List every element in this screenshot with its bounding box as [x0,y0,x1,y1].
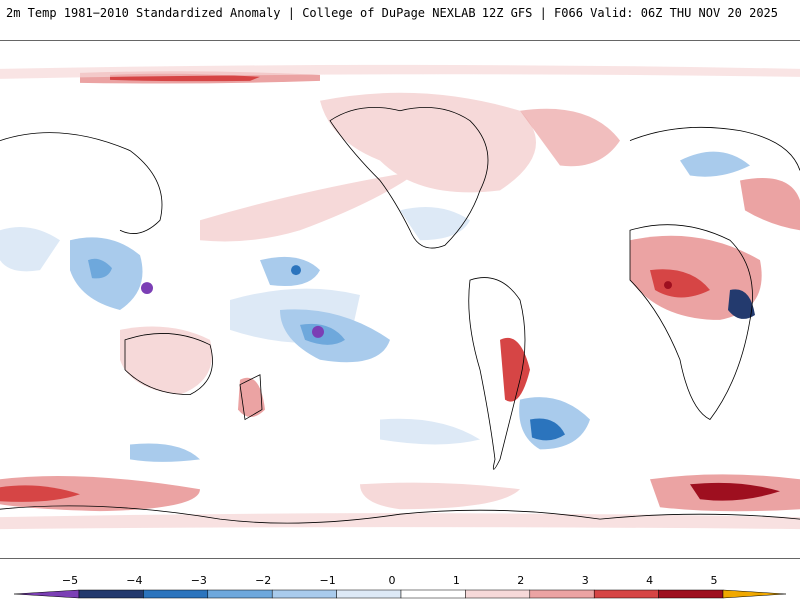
colorbar-tick-label: 3 [582,574,589,587]
colorbar-tick-label: −1 [319,574,335,587]
colorbar-tick-label: 4 [646,574,653,587]
colorbar-below-min [13,589,80,599]
colorbar-tick-label: 5 [711,574,718,587]
colorbar-tick-label: −3 [191,574,207,587]
colorbar-tick-label: −5 [62,574,78,587]
color-scale-legend: −5 −4 −3 −2 −1 0 1 2 3 4 5 [13,574,787,599]
anomaly-map[interactable] [0,40,800,559]
map-title: 2m Temp 1981−2010 Standardized Anomaly |… [6,6,476,20]
colorbar-segment [271,589,337,599]
colorbar-tick-label: 1 [453,574,460,587]
antarctic-warm-left [0,475,200,512]
colorbar-segment [400,589,466,599]
colorbar-segment [207,589,273,599]
colorbar-segment [529,589,595,599]
colorbar-tick-label: 0 [389,574,396,587]
model-valid-time: 12Z GFS | F066 Valid: 06Z THU NOV 20 202… [481,6,778,20]
coastlines [0,107,800,524]
colorbar-tick-label: −2 [255,574,271,587]
colorbar-segment [593,589,659,599]
colorbar-above-max [722,589,787,599]
colorbar-segment [658,589,724,599]
colorbar-tick-label: −4 [126,574,142,587]
colorbar-tick-label: 2 [517,574,524,587]
colorbar-segment [465,589,531,599]
colorbar-segment [78,589,144,599]
colorbar-segment [143,589,209,599]
colorbar-segment [336,589,402,599]
